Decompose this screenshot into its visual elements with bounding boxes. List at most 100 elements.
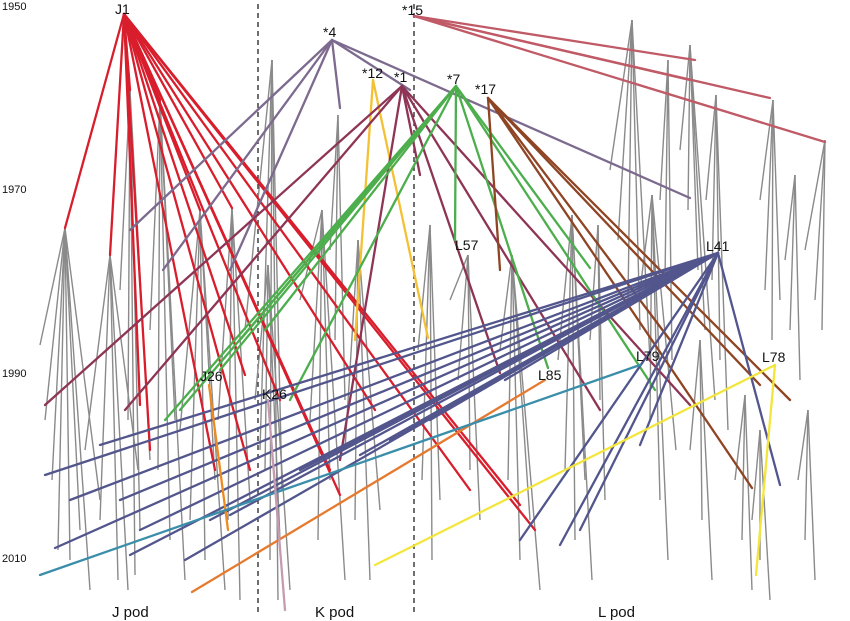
node-label-7: *7: [447, 71, 460, 87]
j1-descent-line: [122, 12, 247, 377]
individual-line: [689, 339, 701, 451]
node-label-l57: L57: [455, 237, 479, 253]
individual-line: [109, 254, 129, 591]
individual-line: [751, 429, 761, 521]
individual-line: [794, 174, 801, 381]
l79-descent-line: [38, 363, 642, 577]
pod-label-j: J pod: [112, 604, 149, 621]
node-label-l78: L78: [762, 349, 786, 365]
individual-line: [597, 224, 606, 501]
individual-line: [179, 209, 201, 431]
individual-line: [711, 94, 717, 281]
individual-line: [699, 339, 703, 521]
individual-line: [227, 207, 233, 521]
l85-descent-line: [190, 378, 547, 594]
individual-line: [244, 59, 273, 331]
matriline-1-line: [43, 84, 404, 407]
individual-line: [804, 409, 809, 541]
individual-line: [821, 139, 826, 331]
l41-descent-line: [578, 251, 720, 532]
individual-line: [715, 94, 729, 431]
individual-line: [797, 409, 809, 481]
matriline-17-line: [486, 96, 762, 387]
individual-line: [571, 214, 576, 541]
individual-line: [109, 254, 119, 581]
j1-descent-line: [122, 12, 252, 472]
individual-line: [667, 59, 673, 361]
matriline-17-line: [486, 96, 502, 272]
individual-line: [357, 239, 381, 511]
k26-descent-line: [266, 398, 287, 612]
j1-descent-line: [63, 12, 126, 230]
individual-line: [664, 59, 669, 281]
j1-descent-line: [122, 12, 152, 452]
year-label-1970: 1970: [2, 184, 26, 196]
matriline-4-line: [330, 38, 342, 110]
l78-descent-line: [754, 363, 777, 577]
individual-line: [759, 99, 774, 201]
pod-label-l: L pod: [598, 604, 635, 621]
individual-line: [789, 174, 796, 331]
l41-descent-line: [638, 251, 720, 447]
individual-line: [64, 227, 71, 561]
matriline-7-line: [454, 84, 592, 270]
matriline-15-line: [412, 14, 697, 62]
j1-descent-line: [108, 12, 126, 257]
matriline-7-line: [453, 84, 458, 242]
matriline-1-line: [338, 84, 404, 462]
individual-line: [609, 19, 633, 171]
individual-line: [571, 214, 593, 581]
individual-line: [199, 209, 226, 591]
matriline-4-line: [330, 38, 692, 200]
node-label-12: *12: [362, 65, 383, 81]
node-label-17: *17: [475, 81, 496, 97]
matriline-4-line: [128, 38, 334, 232]
matriline-12-line: [371, 78, 430, 340]
node-labels: J1 *4 *15 *12 *1 *7 *17 L57 L41 J26 K26 …: [115, 1, 786, 402]
individual-line: [689, 44, 716, 401]
l41-descent-line: [338, 251, 720, 452]
individual-line: [64, 227, 101, 501]
individual-line: [741, 394, 746, 541]
matriline-7-line: [454, 84, 657, 392]
node-label-j26: J26: [200, 368, 223, 384]
j1-descent-line: [122, 12, 282, 402]
l78-descent-line: [373, 363, 777, 567]
individual-line: [639, 194, 653, 291]
year-label-2010: 2010: [2, 553, 26, 565]
j1-descent-line: [122, 12, 377, 412]
individual-line: [39, 227, 66, 346]
node-label-l85: L85: [538, 367, 562, 383]
individual-line: [771, 99, 774, 341]
matriline-1-line: [400, 84, 602, 412]
individual-line: [511, 254, 541, 591]
pod-label-k: K pod: [315, 604, 354, 621]
node-label-k26: K26: [262, 386, 287, 402]
l41-descent-line: [138, 251, 720, 532]
individual-line: [784, 174, 796, 261]
individual-line: [705, 94, 717, 201]
node-label-l79: L79: [636, 348, 660, 364]
individual-line: [317, 209, 323, 541]
individual-line: [254, 264, 269, 401]
j1-descent-line: [122, 12, 142, 407]
individual-line: [804, 139, 826, 251]
matriline-7-line: [238, 84, 458, 342]
l41-descent-line: [68, 251, 720, 502]
individual-line: [507, 254, 513, 481]
node-label-l41: L41: [706, 238, 730, 254]
individual-line: [271, 59, 283, 491]
year-label-1990: 1990: [2, 368, 26, 380]
matriline-15-line: [412, 14, 827, 144]
individual-lines: [39, 19, 826, 601]
individual-line: [429, 224, 433, 561]
matriline-15-line: [412, 14, 772, 100]
individual-line: [807, 409, 816, 581]
individual-line: [51, 227, 66, 481]
node-label-4: *4: [323, 24, 336, 40]
individual-line: [417, 224, 431, 351]
individual-line: [699, 339, 713, 581]
individual-line: [159, 99, 171, 541]
individual-line: [659, 59, 669, 201]
l41-descent-line: [53, 251, 720, 550]
